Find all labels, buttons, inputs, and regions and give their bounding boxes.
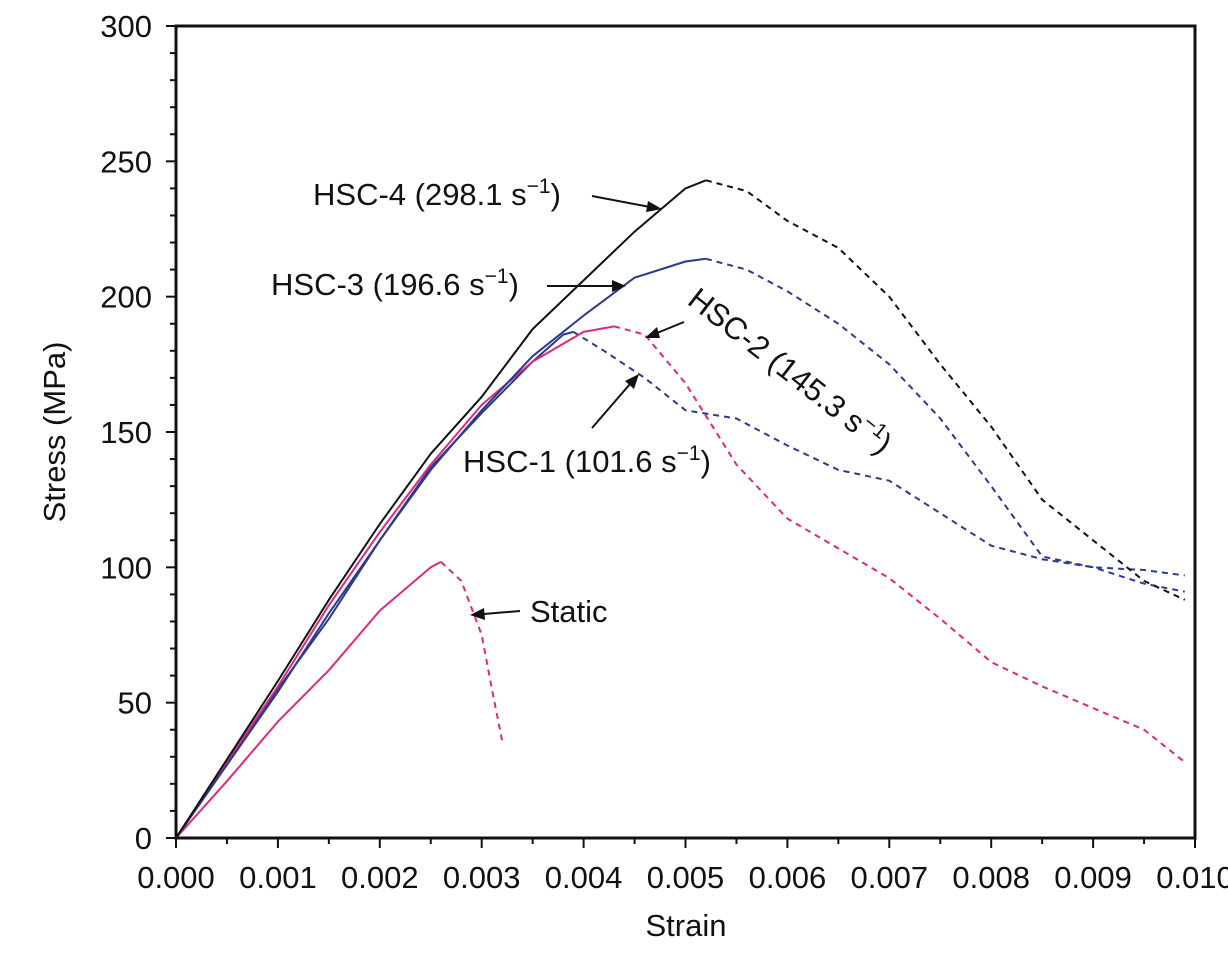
- series-line-hsc-4-solid: [175, 179, 707, 839]
- annotation-hsc-1: HSC-1 (101.6 s−1): [463, 374, 711, 479]
- x-tick-label: 0.006: [749, 860, 827, 895]
- annotation-hsc-3-arrowhead: [612, 280, 626, 292]
- x-tick-label: 0.000: [137, 860, 215, 895]
- annotation-hsc-1-arrowhead: [625, 374, 639, 389]
- x-tick-label: 0.001: [239, 860, 317, 895]
- y-tick-label: 300: [100, 9, 152, 44]
- curves-layer: [175, 179, 1186, 839]
- x-tick-label: 0.002: [341, 860, 419, 895]
- y-tick-label: 150: [100, 415, 152, 450]
- x-tick-label: 0.010: [1156, 860, 1228, 895]
- y-axis-title: Stress (MPa): [37, 342, 72, 523]
- annotation-hsc-1-arrow: [591, 383, 631, 429]
- ticks-layer: 0.000 0.001 0.002 0.003 0.004 0.005 0.006 0.007…: [100, 9, 1228, 895]
- annotation-hsc-4-arrowhead: [646, 201, 662, 212]
- annotation-hsc-1-label: HSC-1 (101.6 s−1): [463, 442, 711, 479]
- x-tick-label: 0.005: [647, 860, 725, 895]
- series-line-hsc-3-solid: [175, 257, 707, 839]
- series-line-hsc-3-dashed: [705, 257, 1185, 593]
- annotation-static-label: Static: [530, 594, 608, 629]
- x-tick-label: 0.009: [1054, 860, 1132, 895]
- x-axis-title: Strain: [646, 908, 727, 943]
- annotation-hsc-3-label: HSC-3 (196.6 s−1): [271, 265, 519, 302]
- annotation-static-arrow: [483, 610, 521, 615]
- x-tick-label: 0.008: [952, 860, 1030, 895]
- annotation-hsc-2-arrowhead: [645, 327, 660, 338]
- y-tick-label: 50: [118, 686, 152, 721]
- annotation-hsc-4-arrow: [591, 195, 651, 208]
- series-line-hsc-4-dashed: [705, 179, 1186, 601]
- annotation-hsc-4-label: HSC-4 (298.1 s−1): [313, 175, 561, 212]
- series-line-hsc-1-dashed: [572, 331, 1185, 577]
- series-line-static-solid: [175, 561, 442, 839]
- y-tick-label: 100: [100, 550, 152, 585]
- annotation-hsc-2-arrow: [656, 321, 685, 334]
- x-tick-label: 0.003: [443, 860, 521, 895]
- y-tick-label: 250: [100, 144, 152, 179]
- x-tick-label: 0.007: [851, 860, 929, 895]
- series-line-static-dashed: [440, 561, 504, 741]
- series-line-hsc-2-solid: [175, 325, 615, 839]
- y-tick-label: 0: [135, 821, 152, 856]
- annotation-static-arrowhead: [470, 608, 485, 620]
- series-line-hsc-2-dashed: [613, 325, 1186, 763]
- annotation-static: Static: [470, 594, 608, 629]
- annotation-hsc-4: HSC-4 (298.1 s−1): [313, 175, 662, 212]
- annotation-hsc-3: HSC-3 (196.6 s−1): [271, 265, 626, 302]
- y-tick-label: 200: [100, 280, 152, 315]
- x-tick-label: 0.004: [545, 860, 623, 895]
